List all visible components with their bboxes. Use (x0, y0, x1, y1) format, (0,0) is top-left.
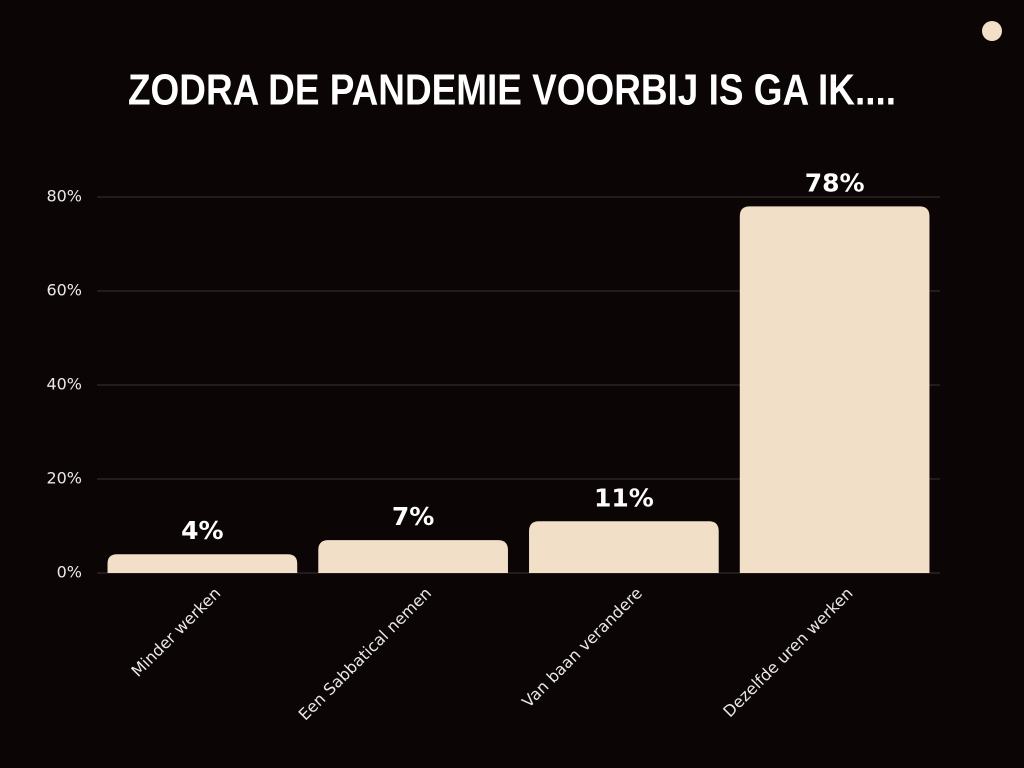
y-tick-label: 60% (46, 281, 82, 300)
chart-title: ZODRA DE PANDEMIE VOORBIJ IS GA IK.... (128, 66, 896, 115)
bar (318, 540, 508, 573)
decoration-dot (982, 21, 1002, 41)
value-label: 11% (594, 483, 654, 512)
bar (739, 206, 930, 573)
bar (529, 521, 719, 573)
y-tick-label: 20% (46, 469, 82, 488)
y-tick-label: 80% (46, 187, 82, 206)
value-label: 78% (805, 168, 865, 197)
y-tick-label: 40% (46, 375, 82, 394)
bar (107, 554, 298, 573)
value-label: 4% (181, 516, 223, 545)
value-label: 7% (392, 502, 434, 531)
y-tick-label: 0% (57, 563, 82, 582)
